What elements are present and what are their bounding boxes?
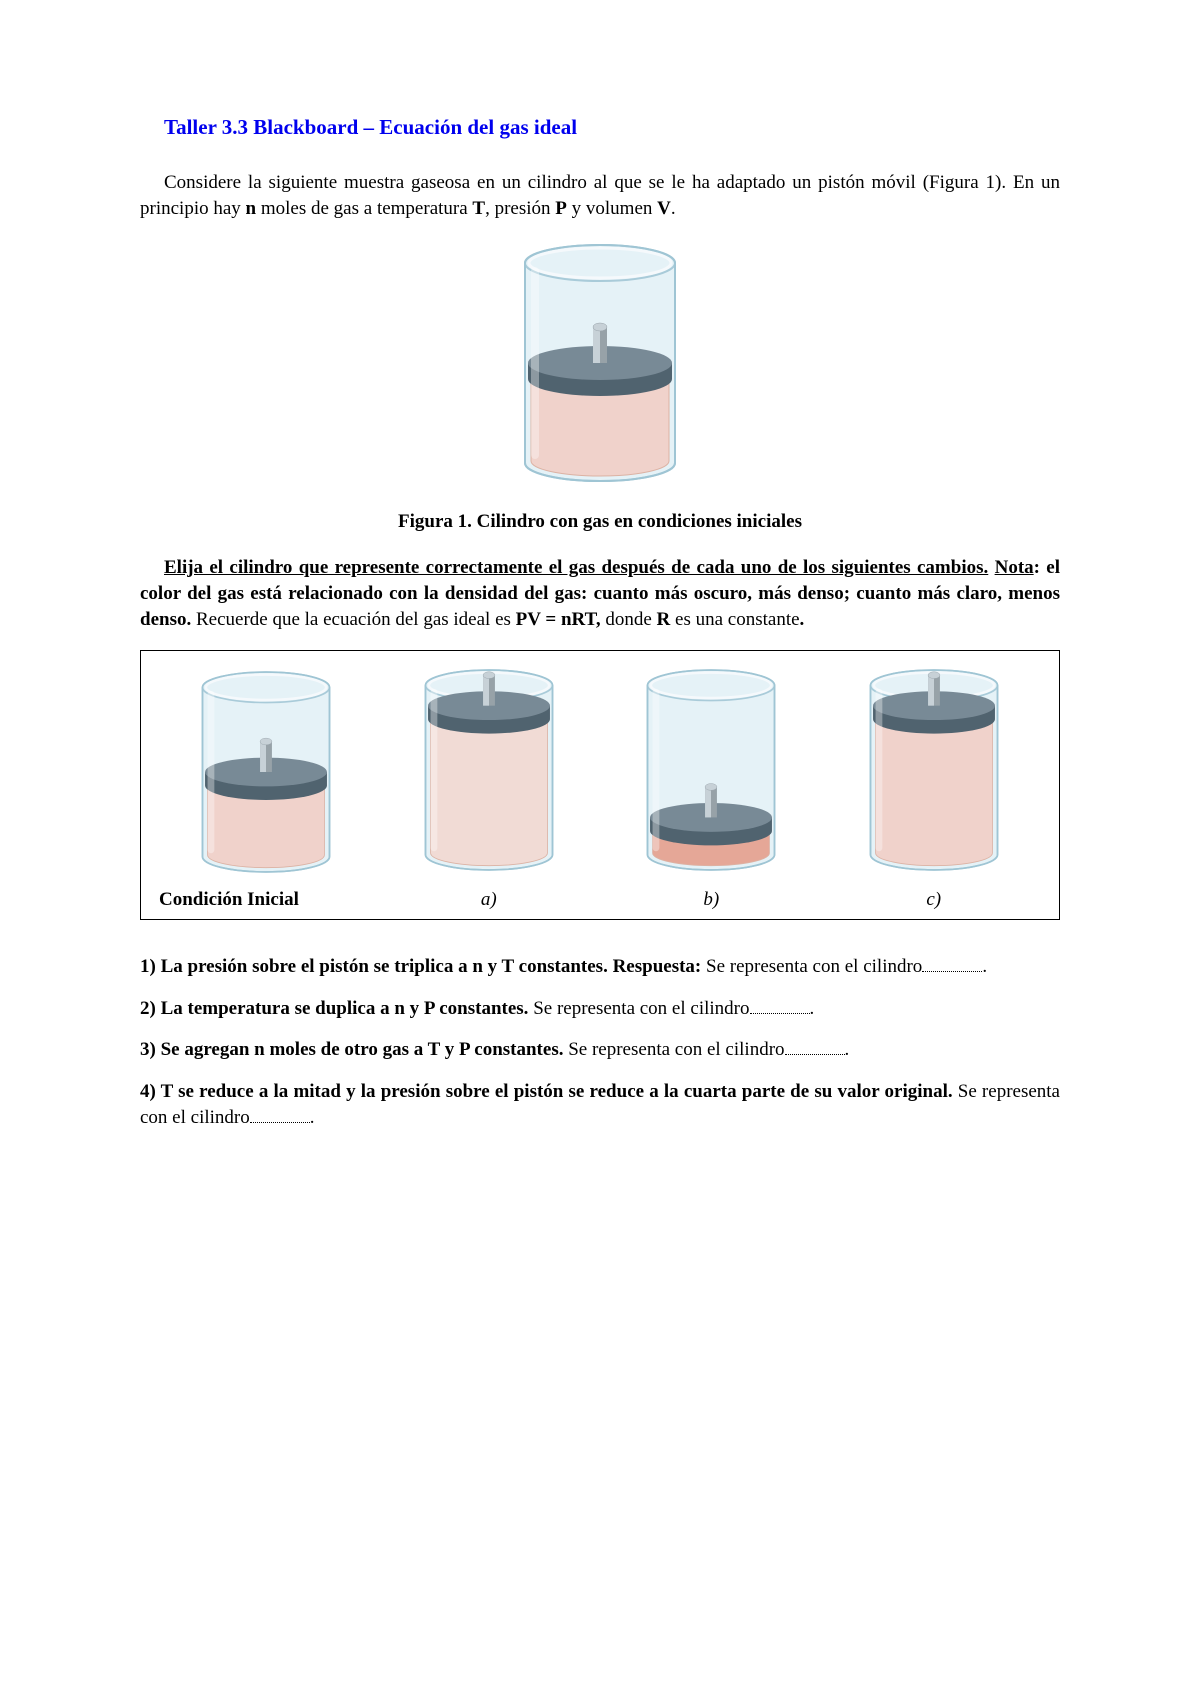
intro-t2: moles de gas a temperatura (256, 198, 472, 219)
cylinder-c-icon (849, 665, 1019, 875)
q3-bold: 3) Se agregan n moles de otro gas a T y … (140, 1039, 568, 1060)
q2-bold: 2) La temperatura se duplica a n y P con… (140, 998, 533, 1019)
intro-t3: , presión (485, 198, 555, 219)
intro-n: n (246, 198, 257, 219)
q1-blank (922, 971, 982, 972)
question-4: 4) T se reduce a la mitad y la presión s… (140, 1079, 1060, 1130)
figure-1-caption: Figura 1. Cilindro con gas en condicione… (140, 511, 1060, 533)
intro-P: P (555, 198, 567, 219)
intro-T: T (472, 198, 485, 219)
q2-blank (750, 1013, 810, 1014)
intro-V: V (657, 198, 671, 219)
options-panel: Condición Inicial a) b) c) (140, 650, 1060, 920)
question-3: 3) Se agregan n moles de otro gas a T y … (140, 1037, 1060, 1063)
panel-b-label: b) (600, 889, 823, 911)
panel-initial-label: Condición Inicial (155, 889, 378, 911)
cylinder-a-icon (404, 665, 574, 875)
page-title: Taller 3.3 Blackboard – Ecuación del gas… (164, 115, 1060, 140)
page: Taller 3.3 Blackboard – Ecuación del gas… (0, 0, 1200, 1697)
instr-t1: Recuerde que la ecuación del gas ideal e… (191, 609, 515, 630)
q3-text: Se representa con el cilindro (568, 1039, 784, 1060)
panel-c: c) (823, 665, 1046, 911)
question-1: 1) La presión sobre el pistón se triplic… (140, 954, 1060, 980)
instr-R: R (657, 609, 671, 630)
q4-bold: 4) T se reduce a la mitad y la presión s… (140, 1081, 958, 1102)
panel-b: b) (600, 665, 823, 911)
panel-a-label: a) (378, 889, 601, 911)
cylinder-initial-figure (500, 239, 700, 487)
instr-t3: es una constante (670, 609, 799, 630)
instr-t2: donde (601, 609, 657, 630)
intro-paragraph: Considere la siguiente muestra gaseosa e… (140, 170, 1060, 221)
q3-blank (785, 1054, 845, 1055)
intro-t4: y volumen (567, 198, 657, 219)
figure-1 (140, 239, 1060, 493)
panel-initial: Condición Inicial (155, 667, 378, 911)
question-2: 2) La temperatura se duplica a n y P con… (140, 996, 1060, 1022)
q2-text: Se representa con el cilindro (533, 998, 749, 1019)
intro-t5: . (671, 198, 676, 219)
cylinder-initial-icon (181, 667, 351, 877)
instructions: Elija el cilindro que represente correct… (140, 555, 1060, 632)
instr-u2: Nota (995, 557, 1034, 578)
panel-a: a) (378, 665, 601, 911)
instr-eq: PV = nRT, (516, 609, 601, 630)
q4-blank (250, 1122, 310, 1123)
q1-bold: 1) La presión sobre el pistón se triplic… (140, 956, 706, 977)
cylinder-b-icon (626, 665, 796, 875)
panel-c-label: c) (823, 889, 1046, 911)
instr-dot: . (800, 609, 805, 630)
instr-u1: Elija el cilindro que represente correct… (164, 557, 988, 578)
q1-text: Se representa con el cilindro (706, 956, 922, 977)
